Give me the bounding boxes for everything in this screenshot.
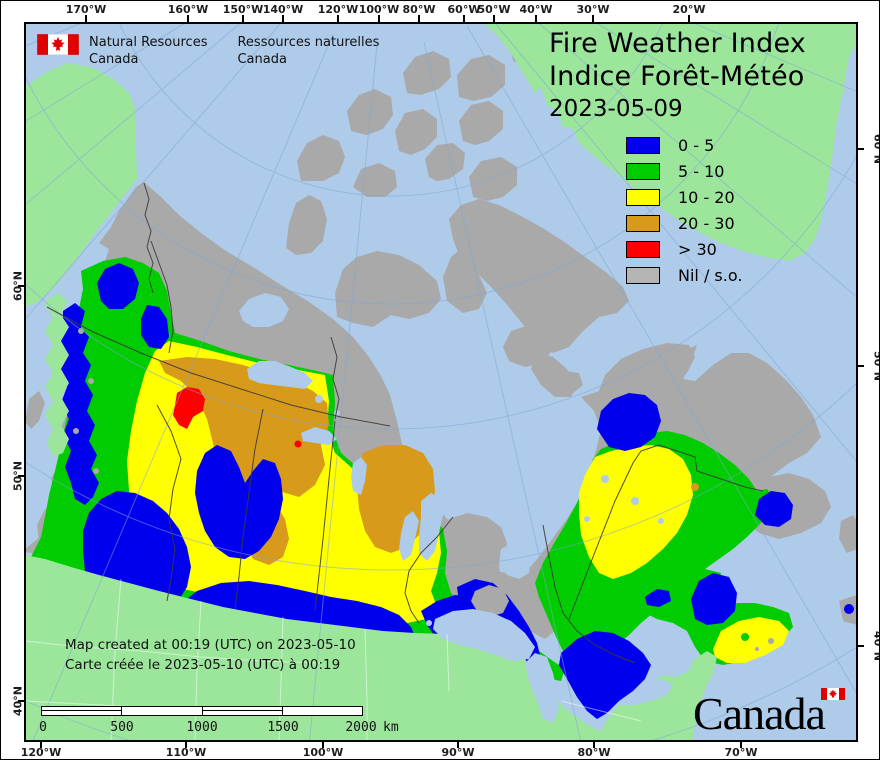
lon-label: 100°W (358, 3, 400, 16)
lat-label: 60°N (871, 133, 880, 165)
lon-label: 120°W (317, 3, 359, 16)
legend-swatch-low (626, 137, 660, 154)
usa-land (25, 555, 629, 741)
scale-tick-label: 1000 (186, 720, 218, 735)
lon-label: 80°W (577, 746, 611, 759)
lat-label: 40°N (11, 685, 25, 717)
lon-label: 170°W (65, 3, 107, 16)
scale-segment (122, 706, 203, 716)
foreign-land (25, 23, 857, 741)
new-brunswick-blue (691, 573, 737, 625)
southern-ontario-blue (559, 631, 651, 719)
wordmark-text: Canada (693, 688, 826, 739)
legend-row: Nil / s.o. (626, 266, 743, 285)
lat-label: 50°N (871, 350, 880, 382)
maritime-details (559, 573, 749, 719)
scale-bar (41, 706, 363, 716)
map-created-note: Map created at 00:19 (UTC) on 2023-05-10… (65, 635, 356, 675)
nrcan-en-line2: Canada (89, 52, 139, 67)
map-title-en: Fire Weather Index (549, 28, 806, 59)
lon-label: 30°W (576, 3, 610, 16)
lon-label: 150°W (222, 3, 264, 16)
nrcan-en-line1: Natural Resources (89, 35, 208, 50)
map-date: 2023-05-09 (549, 96, 683, 122)
nil-gray-patches (59, 328, 774, 651)
nrcan-name-en: Natural Resources Canada (89, 34, 207, 68)
created-note-fr: Carte créée le 2023-05-10 (UTC) à 00:19 (65, 657, 341, 673)
legend-label: 10 - 20 (678, 188, 735, 207)
lon-label: 70°W (724, 746, 758, 759)
legend-row: 20 - 30 (626, 214, 742, 233)
legend-swatch-nil (626, 267, 660, 284)
lon-label: 120°W (20, 746, 62, 759)
scale-tick-label: 2000 (345, 720, 377, 735)
scale-tick-label: 0 (39, 720, 47, 735)
canada-flag-icon (37, 34, 79, 55)
wordmark-flag-icon (821, 688, 845, 700)
lat-label: 60°N (11, 270, 25, 302)
lon-label: 100°W (302, 746, 344, 759)
scale-unit-label: km (383, 720, 399, 735)
legend-swatch-moderate (626, 163, 660, 180)
legend-label: 5 - 10 (678, 162, 725, 181)
canada-wordmark: Canada (693, 687, 845, 740)
scale-segment (282, 706, 363, 716)
legend-row: 0 - 5 (626, 136, 742, 155)
legend-label: Nil / s.o. (678, 266, 743, 285)
legend-row: 5 - 10 (626, 162, 742, 181)
lon-label: 90°W (441, 746, 475, 759)
legend-swatch-veryhigh (626, 215, 660, 232)
map-title-fr: Indice Forêt-Météo (549, 61, 805, 92)
created-note-en: Map created at 00:19 (UTC) on 2023-05-10 (65, 637, 356, 653)
legend-row: 10 - 20 (626, 188, 742, 207)
scale-segment (41, 706, 123, 716)
greenland-land (483, 23, 857, 261)
legend-label: 20 - 30 (678, 214, 735, 233)
nrcan-fr-line1: Ressources naturelles (237, 35, 380, 50)
legend-label: > 30 (678, 240, 717, 259)
legend-row: > 30 (626, 240, 742, 259)
legend-label: 0 - 5 (678, 136, 715, 155)
lon-label: 80°W (402, 3, 436, 16)
lon-label: 40°W (519, 3, 553, 16)
lat-label: 40°N (871, 630, 880, 662)
nrcan-signature: Natural Resources Canada Ressources natu… (37, 34, 379, 68)
legend-swatch-high (626, 189, 660, 206)
map-title-block: Fire Weather Index Indice Forêt-Météo 20… (549, 27, 806, 122)
political-borders (46, 182, 764, 664)
lon-label: 110°W (165, 746, 207, 759)
lat-label: 50°N (11, 460, 25, 492)
canada-fwi-map (25, 23, 857, 741)
scale-segment (202, 706, 283, 716)
legend: 0 - 5 5 - 10 10 - 20 20 - 30 > 30 Nil / … (626, 136, 743, 293)
scale-tick-label: 500 (110, 720, 134, 735)
lon-label: 140°W (262, 3, 304, 16)
james-bay (499, 543, 531, 579)
nrcan-name-fr: Ressources naturelles Canada (237, 34, 379, 68)
alaska-panhandle (45, 293, 69, 457)
lon-label: 20°W (672, 3, 706, 16)
nrcan-fr-line2: Canada (237, 52, 287, 67)
legend-swatch-extreme (626, 241, 660, 258)
scale-tick-label: 1500 (267, 720, 299, 735)
graticule (25, 23, 857, 741)
lon-label: 60°W (447, 3, 481, 16)
lon-label: 160°W (167, 3, 209, 16)
lon-label: 50°W (477, 3, 511, 16)
